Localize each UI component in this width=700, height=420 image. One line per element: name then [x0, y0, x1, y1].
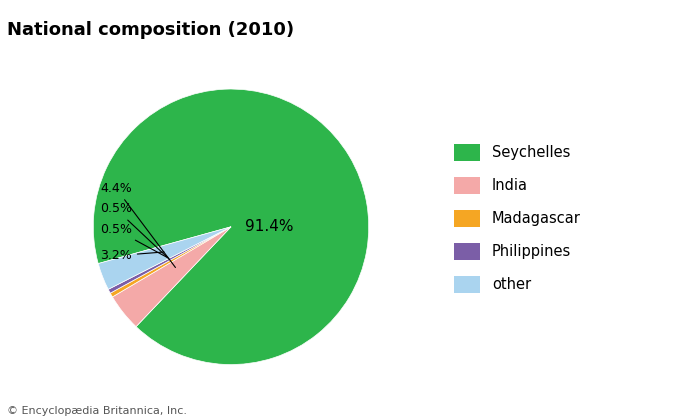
Text: 0.5%: 0.5%	[100, 202, 169, 259]
Legend: Seychelles, India, Madagascar, Philippines, other: Seychelles, India, Madagascar, Philippin…	[454, 144, 581, 293]
Wedge shape	[98, 227, 231, 289]
Wedge shape	[108, 227, 231, 293]
Text: 91.4%: 91.4%	[245, 219, 294, 234]
Wedge shape	[113, 227, 231, 327]
Wedge shape	[111, 227, 231, 297]
Text: © Encyclopædia Britannica, Inc.: © Encyclopædia Britannica, Inc.	[7, 406, 187, 416]
Text: 3.2%: 3.2%	[100, 249, 164, 262]
Text: National composition (2010): National composition (2010)	[7, 21, 294, 39]
Text: 4.4%: 4.4%	[100, 182, 176, 268]
Text: 0.5%: 0.5%	[100, 223, 168, 258]
Wedge shape	[93, 89, 369, 365]
